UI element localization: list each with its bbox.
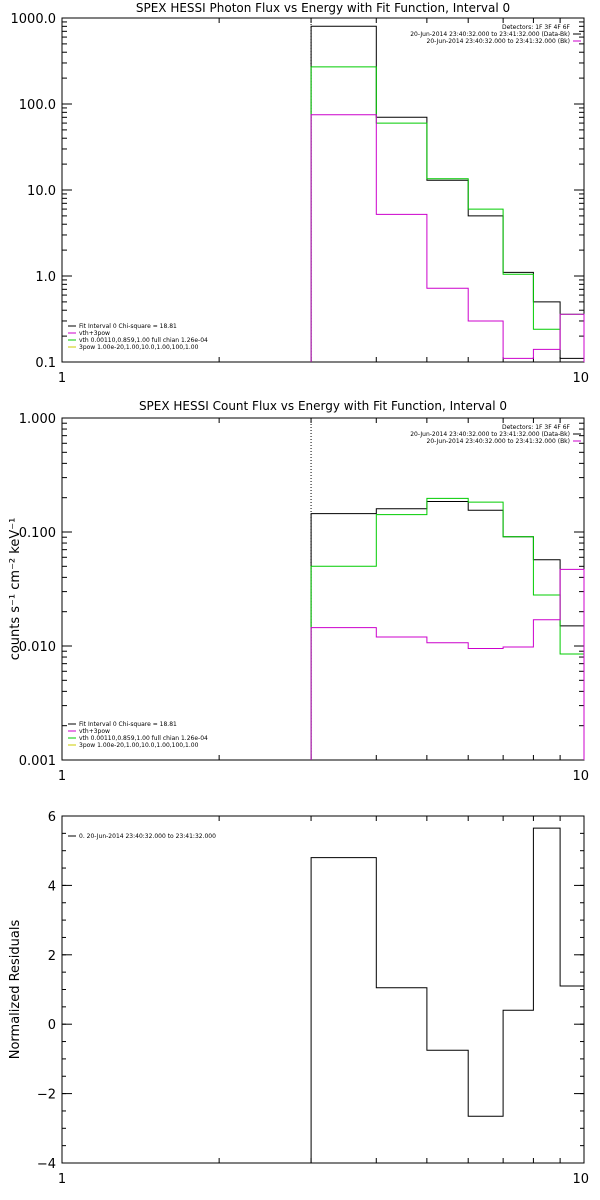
legend-right-entry: 20-Jun-2014 23:40:32.000 to 23:41:32.000… [427, 438, 570, 445]
series-1-histogram [310, 66, 585, 362]
series-2-histogram [310, 114, 585, 362]
x-tick-label: 1 [58, 1172, 66, 1187]
y-tick-label: 0.001 [19, 754, 56, 769]
chart-title: SPEX HESSI Photon Flux vs Energy with Fi… [136, 1, 510, 15]
chart-panel-2: 1 10 −4 −2 0 2 4 6 Normalized Residuals 0. 20-Jun… [8, 810, 589, 1187]
x-tick-label: 10 [572, 371, 589, 386]
y-axis-label: Normalized Residuals [8, 920, 23, 1060]
plot-frame [61, 17, 585, 363]
y-tick-label: 10.0 [27, 184, 56, 199]
series-0-histogram [310, 827, 585, 1163]
legend-left-entry: Fit Interval 0 Chi-square = 18.81 [79, 323, 177, 330]
x-tick-label: 10 [572, 1172, 589, 1187]
y-tick-label: 0.100 [19, 526, 56, 541]
x-tick-label: 1 [58, 769, 66, 784]
plot-frame [61, 815, 585, 1164]
y-tick-label: −4 [37, 1157, 56, 1172]
series-0-histogram [310, 501, 585, 760]
legend-right-entry: Detectors: 1F 3F 4F 6F [502, 424, 571, 431]
x-tick-label: 10 [572, 769, 589, 784]
chart-title: SPEX HESSI Count Flux vs Energy with Fit… [139, 399, 507, 413]
legend-left-entry: vth+3pow [79, 330, 110, 337]
y-tick-label: 1.000 [19, 412, 56, 427]
y-tick-label: 0.010 [19, 640, 56, 655]
y-tick-label: −2 [37, 1088, 56, 1103]
y-tick-label: 4 [48, 879, 56, 894]
legend-right-entry: 20-Jun-2014 23:40:32.000 to 23:41:32.000… [410, 431, 570, 438]
y-axis-label: counts s⁻¹ cm⁻² keV⁻¹ [8, 518, 23, 661]
legend-right-entry: 20-Jun-2014 23:40:32.000 to 23:41:32.000… [410, 31, 570, 38]
legend-left-entry: vth 0.00110,0.859,1.00 full chian 1.26e-… [79, 735, 208, 742]
series-1-histogram [310, 497, 585, 760]
chart-panel-1: SPEX HESSI Count Flux vs Energy with Fit… [8, 399, 589, 784]
y-tick-label: 1000.0 [11, 12, 57, 27]
legend-left-entry: 3pow 1.00e-20,1.00,10.0,1.00,100,1.00 [79, 742, 199, 749]
legend-left-entry: vth+3pow [79, 728, 110, 735]
legend-left-entry: Fit Interval 0 Chi-square = 18.81 [79, 721, 177, 728]
legend-left-entry: 3pow 1.00e-20,1.00,10.0,1.00,100,1.00 [79, 344, 199, 351]
plot-frame [61, 417, 585, 761]
x-tick-label: 1 [58, 371, 66, 386]
y-tick-label: 2 [48, 949, 56, 964]
legend-right-entry: Detectors: 1F 3F 4F 6F [502, 24, 571, 31]
legend-left-entry: 0. 20-Jun-2014 23:40:32.000 to 23:41:32.… [79, 833, 216, 840]
y-tick-label: 0.1 [35, 356, 56, 371]
y-tick-label: 1.0 [35, 270, 56, 285]
legend-left-entry: vth 0.00110,0.859,1.00 full chian 1.26e-… [79, 337, 208, 344]
y-tick-label: 100.0 [19, 98, 56, 113]
chart-panel-0: SPEX HESSI Photon Flux vs Energy with Fi… [11, 1, 590, 386]
series-2-histogram [310, 568, 585, 760]
y-tick-label: 6 [48, 810, 56, 825]
legend-right-entry: 20-Jun-2014 23:40:32.000 to 23:41:32.000… [427, 38, 570, 45]
series-0-histogram [310, 25, 585, 362]
y-tick-label: 0 [48, 1018, 56, 1033]
